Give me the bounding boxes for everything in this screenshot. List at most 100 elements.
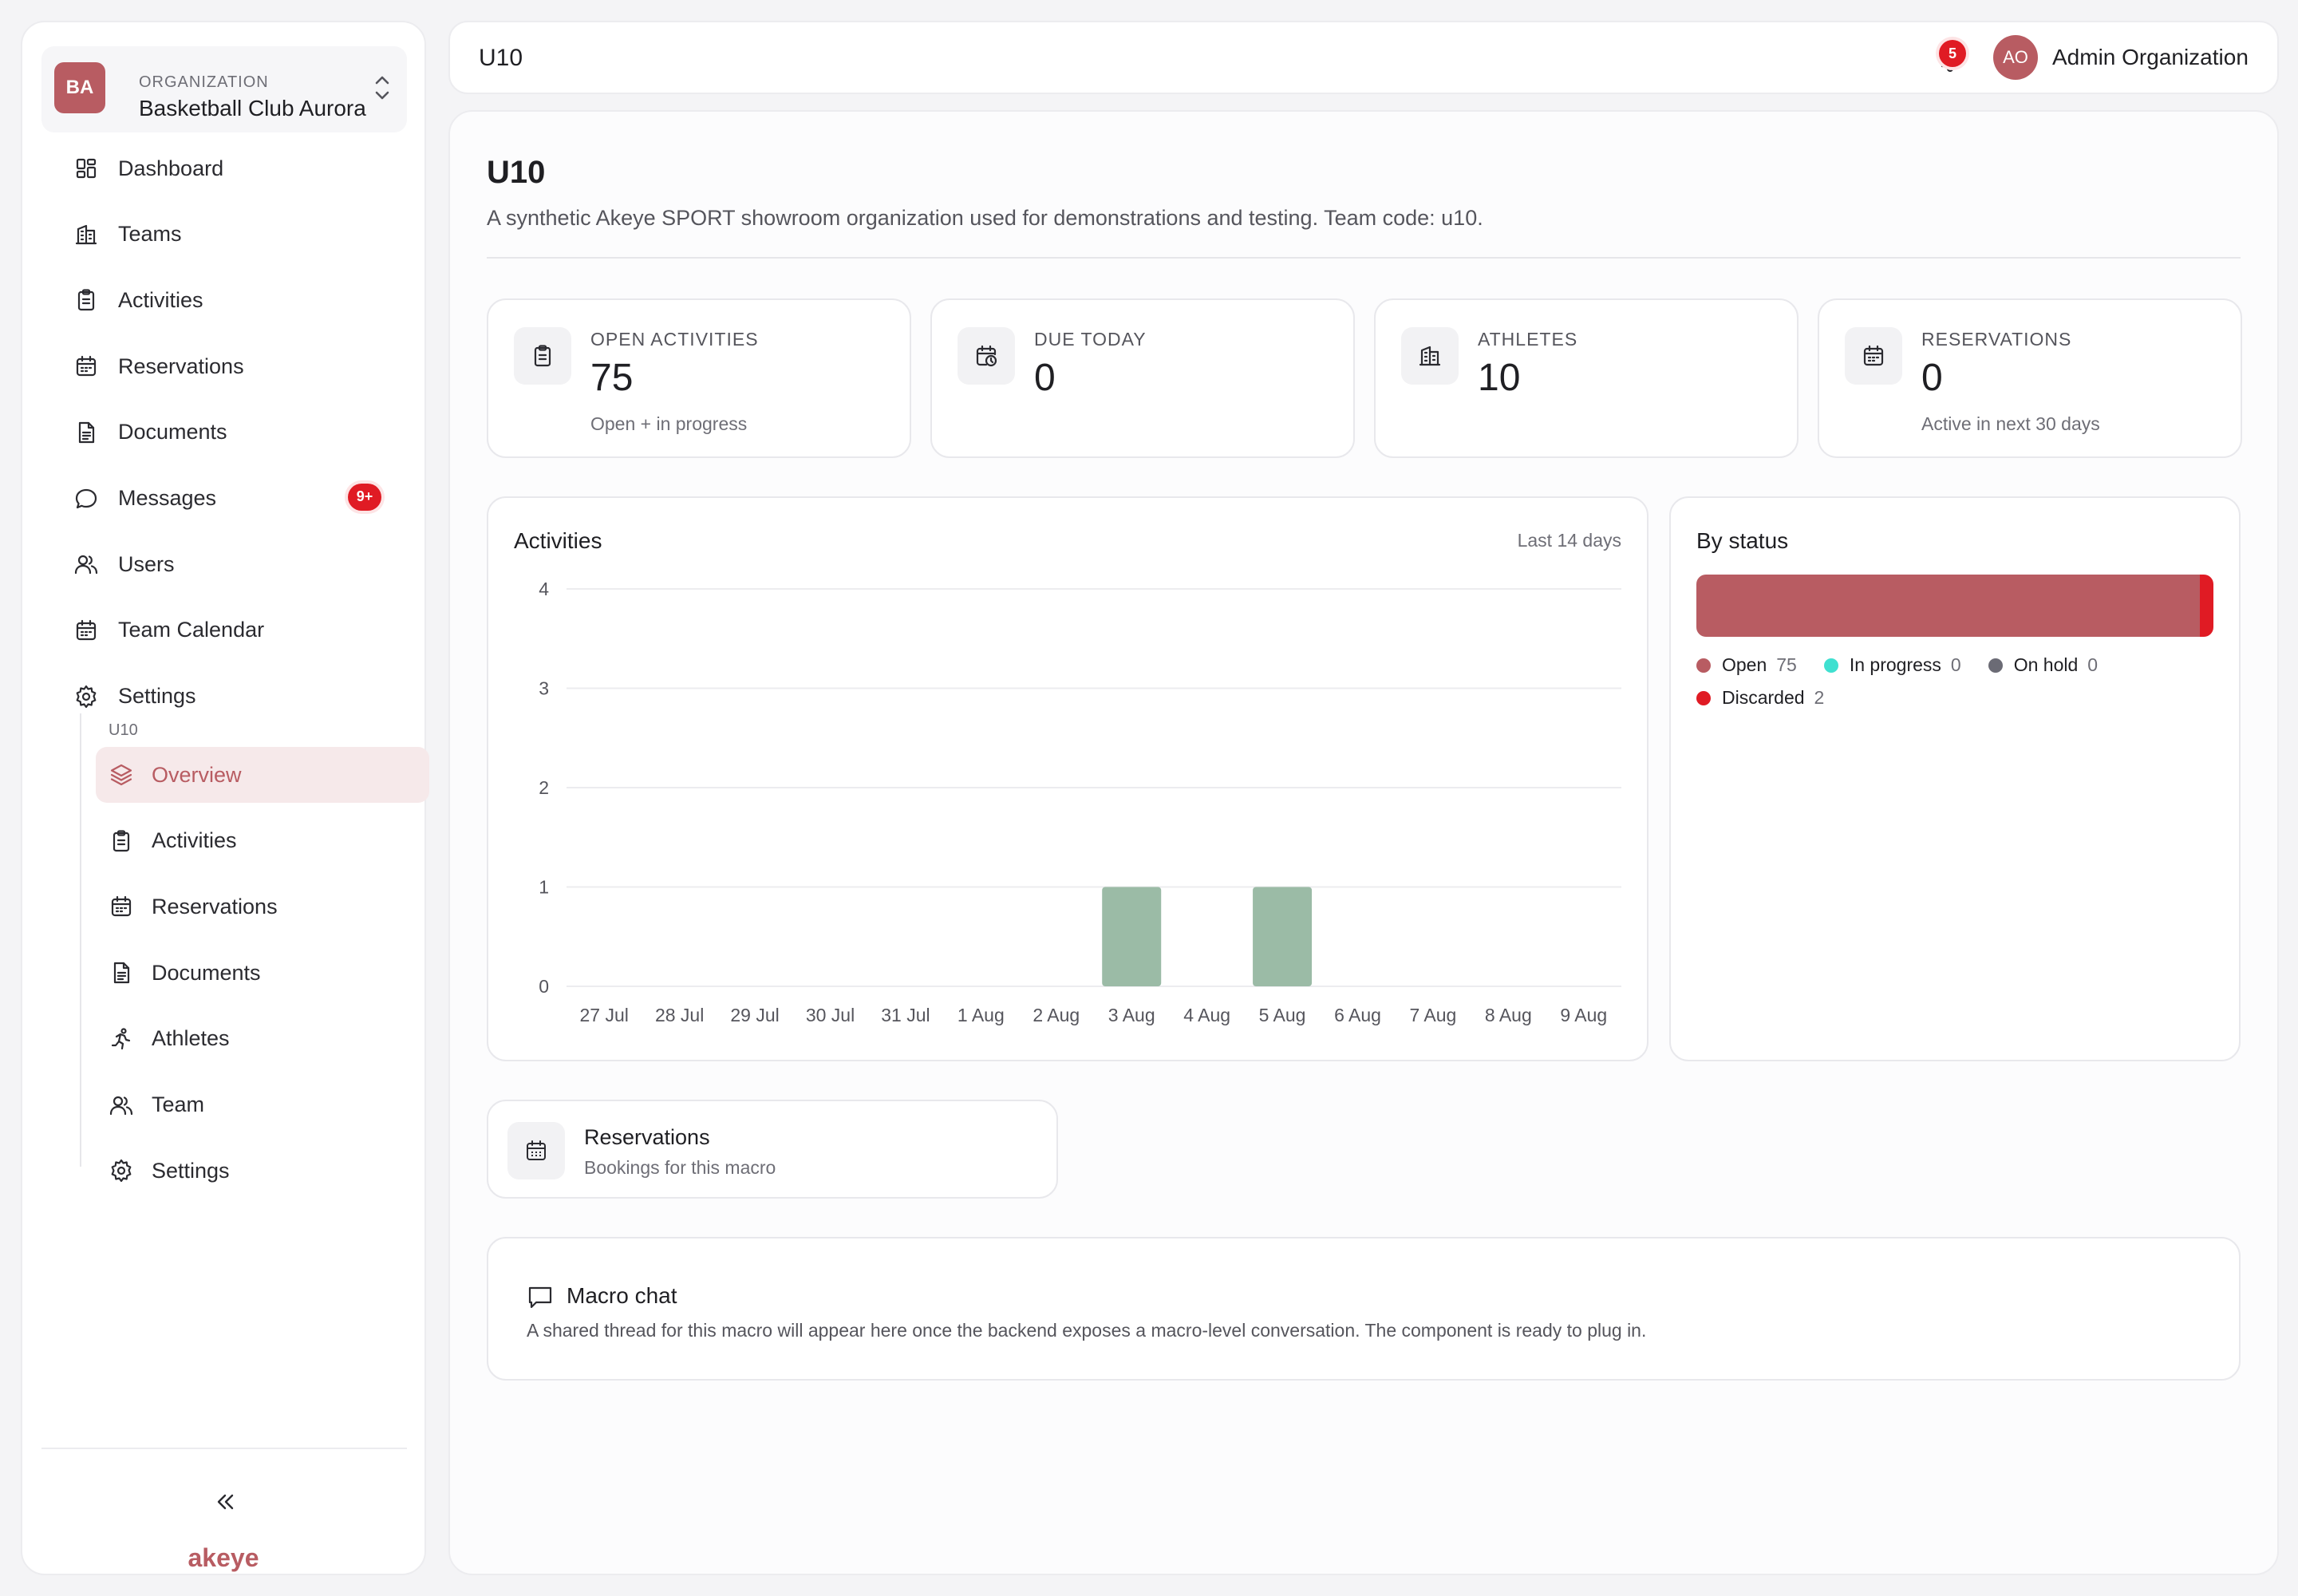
legend-count: 2: [1814, 687, 1825, 708]
bar-5-aug[interactable]: [1253, 887, 1313, 987]
stat-label: ATHLETES: [1478, 329, 1578, 350]
stat-subtext: Open + in progress: [590, 413, 748, 434]
messages-badge: 9+: [348, 483, 381, 511]
x-tick-label: 6 Aug: [1334, 1005, 1381, 1025]
legend-label: On hold: [2013, 654, 2079, 675]
submenu-item-activities[interactable]: Activities: [96, 813, 429, 869]
chevron-up-down-icon: [375, 76, 389, 100]
stat-label: DUE TODAY: [1034, 329, 1147, 350]
legend-item-open: Open 75: [1696, 654, 1797, 676]
macro-chat-description: A shared thread for this macro will appe…: [527, 1320, 1647, 1341]
submenu-item-label: Settings: [152, 1158, 230, 1183]
x-tick-label: 4 Aug: [1183, 1005, 1230, 1025]
calendar-clock-icon: [958, 327, 1015, 385]
sidebar-item-label: Documents: [118, 420, 227, 444]
sidebar-item-teams[interactable]: Teams: [53, 208, 412, 261]
bar-3-aug[interactable]: [1102, 887, 1162, 987]
page-title: U10: [487, 155, 546, 190]
clipboard-icon: [514, 327, 571, 385]
brand-logo: akeye: [188, 1543, 259, 1572]
sidebar-item-messages[interactable]: Messages 9+: [53, 472, 412, 525]
macro-chat-card: Macro chat A shared thread for this macr…: [487, 1237, 2241, 1381]
submenu-item-label: Documents: [152, 960, 261, 985]
document-icon: [109, 960, 134, 986]
collapse-sidebar-button[interactable]: [211, 1487, 239, 1516]
building-icon: [73, 222, 99, 247]
legend-dot: [1988, 658, 2003, 673]
sidebar-item-reservations[interactable]: Reservations: [53, 340, 412, 393]
submenu-item-documents[interactable]: Documents: [96, 945, 429, 1001]
legend-item-discarded: Discarded 2: [1696, 687, 2223, 709]
chat-icon: [73, 486, 99, 512]
submenu-item-team[interactable]: Team: [96, 1077, 429, 1133]
sidebar-item-users[interactable]: Users: [53, 538, 412, 591]
stat-value: 10: [1478, 357, 1521, 399]
user-avatar[interactable]: AO: [1993, 35, 2038, 80]
stat-value: 0: [1034, 357, 1056, 399]
legend-count: 0: [2087, 654, 2099, 675]
x-tick-label: 30 Jul: [806, 1005, 855, 1025]
submenu-item-athletes[interactable]: Athletes: [96, 1011, 429, 1067]
stat-card-reservations: RESERVATIONS 0 Active in next 30 days: [1818, 298, 2242, 458]
stat-card-due-today: DUE TODAY 0: [930, 298, 1355, 458]
sidebar: BA ORGANIZATION Basketball Club Aurora D…: [21, 21, 429, 1575]
stat-label: OPEN ACTIVITIES: [590, 329, 759, 350]
status-legend: Open 75 In progress 0 On hold 0 Discarded 2: [1696, 654, 2223, 709]
reservations-card[interactable]: Reservations Bookings for this macro: [487, 1100, 1058, 1199]
organization-kicker: ORGANIZATION: [139, 73, 269, 91]
gear-icon: [109, 1158, 134, 1183]
sidebar-item-settings[interactable]: Settings: [53, 670, 412, 723]
sidebar-item-documents[interactable]: Documents: [53, 406, 412, 459]
notification-badge: 5: [1939, 40, 1966, 67]
submenu-item-label: Reservations: [152, 894, 278, 918]
stat-card-open-activities: OPEN ACTIVITIES 75 Open + in progress: [487, 298, 911, 458]
header-divider: [487, 257, 2241, 259]
organization-name: Basketball Club Aurora: [139, 96, 366, 120]
sidebar-divider: [41, 1448, 407, 1449]
chart-title: Activities: [514, 528, 602, 553]
x-tick-label: 3 Aug: [1108, 1005, 1155, 1025]
stat-card-athletes: ATHLETES 10: [1374, 298, 1799, 458]
x-tick-label: 5 Aug: [1259, 1005, 1306, 1025]
sidebar-item-label: Dashboard: [118, 156, 224, 180]
organization-switcher[interactable]: BA ORGANIZATION Basketball Club Aurora: [41, 46, 407, 132]
users-icon: [109, 1092, 134, 1118]
users-icon: [73, 551, 99, 577]
submenu-item-label: Overview: [152, 762, 242, 787]
stat-label: RESERVATIONS: [1921, 329, 2072, 350]
x-tick-label: 2 Aug: [1033, 1005, 1080, 1025]
sidebar-item-label: Settings: [118, 684, 196, 709]
x-tick-label: 8 Aug: [1485, 1005, 1532, 1025]
sidebar-item-label: Reservations: [118, 354, 244, 378]
legend-count: 75: [1776, 654, 1797, 675]
y-tick-label: 2: [539, 777, 549, 798]
building-icon: [1401, 327, 1459, 385]
page-description: A synthetic Akeye SPORT showroom organiz…: [487, 206, 1483, 230]
submenu-rail: [80, 713, 81, 1167]
chart-range: Last 14 days: [1517, 530, 1621, 551]
submenu-item-reservations[interactable]: Reservations: [96, 879, 429, 934]
macro-chat-title: Macro chat: [567, 1283, 677, 1308]
submenu-item-settings[interactable]: Settings: [96, 1143, 429, 1199]
document-icon: [73, 420, 99, 445]
activities-bar-chart: 0 1 2 3 4 27 Jul 28 Jul 29 Jul 30 Jul 31 Jul 1 Aug…: [539, 579, 1621, 1025]
legend-label: Open: [1722, 654, 1767, 675]
sidebar-item-team-calendar[interactable]: Team Calendar: [53, 604, 412, 657]
sidebar-item-label: Team Calendar: [118, 618, 265, 642]
submenu-item-overview[interactable]: Overview: [96, 747, 429, 803]
user-name[interactable]: Admin Organization: [2052, 45, 2249, 69]
layers-icon: [109, 762, 134, 788]
sidebar-item-label: Messages: [118, 486, 217, 510]
x-tick-label: 28 Jul: [655, 1005, 704, 1025]
y-tick-label: 3: [539, 678, 549, 699]
running-icon: [109, 1026, 134, 1052]
submenu-item-label: Activities: [152, 828, 237, 853]
calendar-icon: [507, 1122, 565, 1179]
gear-icon: [73, 684, 99, 709]
sidebar-item-dashboard[interactable]: Dashboard: [53, 142, 412, 195]
sidebar-item-activities[interactable]: Activities: [53, 274, 412, 326]
legend-item-on-hold: On hold 0: [1988, 654, 2098, 676]
status-card: By status Open 75 In progress 0 On hold 0 Disc…: [1669, 496, 2241, 1061]
sidebar-item-label: Activities: [118, 287, 203, 312]
activities-chart-card: 0 1 2 3 4 27 Jul 28 Jul 29 Jul 30 Jul 31 Jul 1 Aug…: [487, 496, 1648, 1061]
